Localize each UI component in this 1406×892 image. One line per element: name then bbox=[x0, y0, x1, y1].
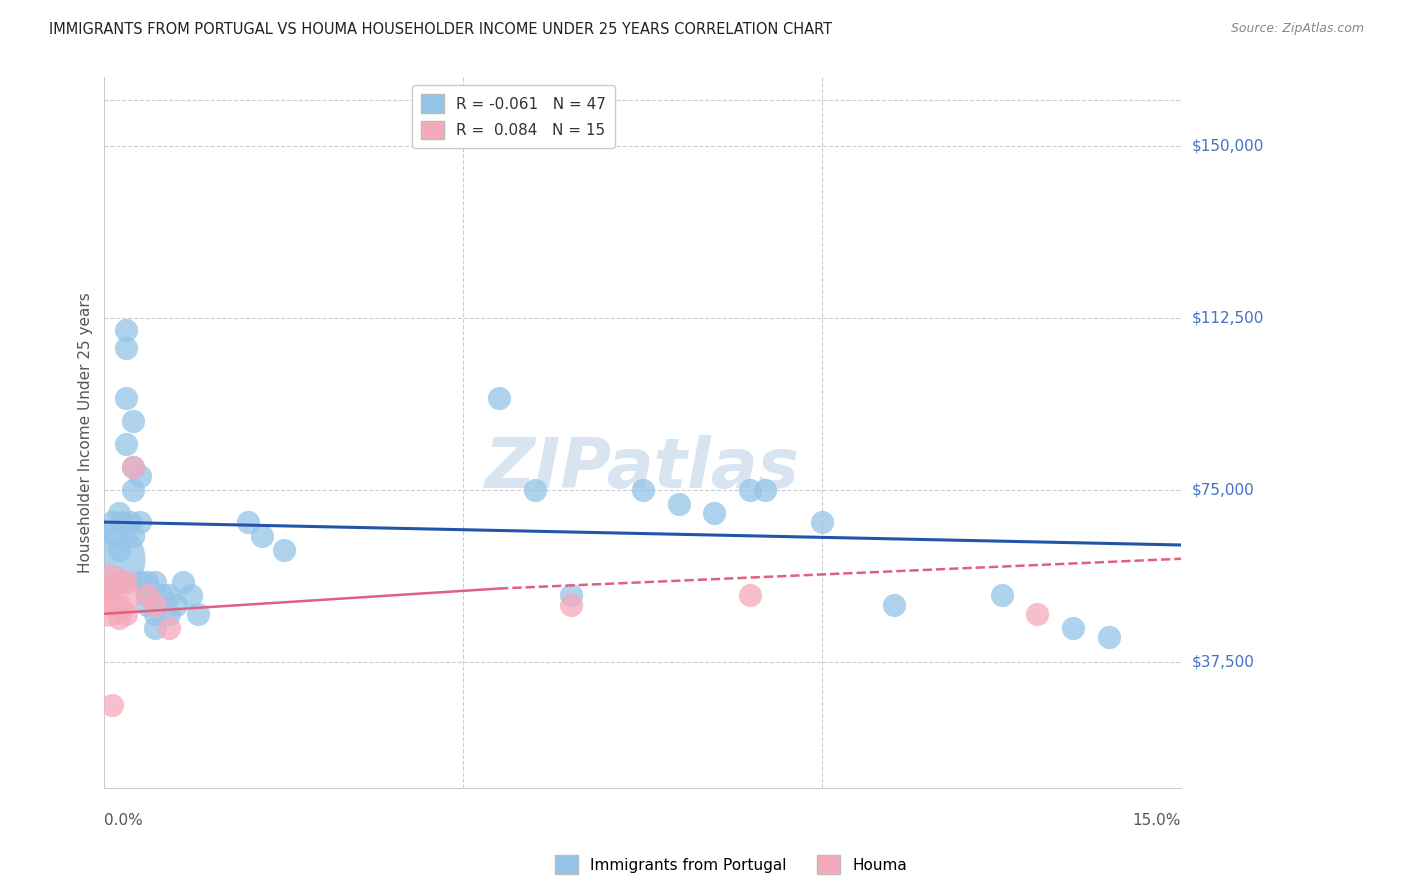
Point bbox=[122, 460, 145, 475]
Point bbox=[115, 341, 138, 355]
Point bbox=[129, 574, 152, 589]
Point bbox=[754, 483, 776, 497]
Point bbox=[811, 515, 834, 529]
Point bbox=[122, 483, 145, 497]
Point bbox=[252, 529, 274, 543]
Point bbox=[524, 483, 547, 497]
Point bbox=[115, 437, 138, 451]
Point bbox=[1062, 620, 1084, 634]
Point bbox=[122, 529, 145, 543]
Point bbox=[129, 469, 152, 483]
Point bbox=[560, 598, 582, 612]
Point bbox=[136, 589, 159, 603]
Text: $150,000: $150,000 bbox=[1192, 138, 1264, 153]
Point bbox=[122, 414, 145, 428]
Point bbox=[104, 574, 127, 589]
Point bbox=[118, 515, 141, 529]
Point bbox=[157, 620, 180, 634]
Point bbox=[740, 589, 762, 603]
Point bbox=[115, 392, 138, 406]
Point bbox=[150, 589, 173, 603]
Text: Source: ZipAtlas.com: Source: ZipAtlas.com bbox=[1230, 22, 1364, 36]
Text: $112,500: $112,500 bbox=[1192, 310, 1264, 326]
Legend: Immigrants from Portugal, Houma: Immigrants from Portugal, Houma bbox=[548, 849, 914, 880]
Point bbox=[104, 529, 127, 543]
Point bbox=[172, 574, 194, 589]
Point bbox=[668, 497, 690, 511]
Point bbox=[100, 515, 122, 529]
Point bbox=[136, 574, 159, 589]
Text: $75,000: $75,000 bbox=[1192, 483, 1254, 498]
Point bbox=[100, 598, 122, 612]
Text: $37,500: $37,500 bbox=[1192, 655, 1256, 669]
Y-axis label: Householder Income Under 25 years: Householder Income Under 25 years bbox=[79, 293, 93, 573]
Point bbox=[111, 515, 134, 529]
Point bbox=[179, 589, 201, 603]
Point bbox=[107, 598, 129, 612]
Point bbox=[143, 607, 166, 621]
Point bbox=[115, 322, 138, 336]
Point bbox=[236, 515, 259, 529]
Point bbox=[740, 483, 762, 497]
Point bbox=[187, 607, 209, 621]
Point bbox=[97, 589, 120, 603]
Point bbox=[115, 574, 138, 589]
Point bbox=[165, 598, 187, 612]
Point bbox=[107, 611, 129, 625]
Point bbox=[143, 574, 166, 589]
Point bbox=[143, 598, 166, 612]
Text: IMMIGRANTS FROM PORTUGAL VS HOUMA HOUSEHOLDER INCOME UNDER 25 YEARS CORRELATION : IMMIGRANTS FROM PORTUGAL VS HOUMA HOUSEH… bbox=[49, 22, 832, 37]
Point bbox=[122, 460, 145, 475]
Point bbox=[136, 589, 159, 603]
Point bbox=[560, 589, 582, 603]
Point bbox=[883, 598, 905, 612]
Point bbox=[96, 551, 118, 566]
Point bbox=[157, 589, 180, 603]
Point bbox=[631, 483, 654, 497]
Point bbox=[273, 542, 295, 557]
Point bbox=[129, 515, 152, 529]
Point bbox=[107, 542, 129, 557]
Point bbox=[703, 506, 725, 520]
Point bbox=[488, 392, 510, 406]
Point bbox=[136, 598, 159, 612]
Text: ZIPatlas: ZIPatlas bbox=[485, 434, 800, 501]
Point bbox=[96, 589, 118, 603]
Point bbox=[990, 589, 1012, 603]
Point bbox=[115, 607, 138, 621]
Point bbox=[107, 506, 129, 520]
Legend: R = -0.061   N = 47, R =  0.084   N = 15: R = -0.061 N = 47, R = 0.084 N = 15 bbox=[412, 85, 616, 148]
Point bbox=[107, 574, 129, 589]
Text: 0.0%: 0.0% bbox=[104, 813, 143, 828]
Point bbox=[143, 620, 166, 634]
Point bbox=[1098, 630, 1121, 644]
Point bbox=[157, 607, 180, 621]
Point bbox=[100, 698, 122, 713]
Point bbox=[1026, 607, 1049, 621]
Text: 15.0%: 15.0% bbox=[1133, 813, 1181, 828]
